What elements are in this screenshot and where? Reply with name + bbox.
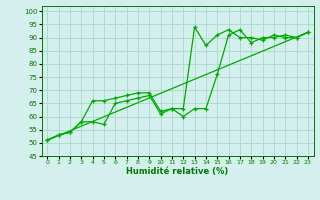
X-axis label: Humidité relative (%): Humidité relative (%)	[126, 167, 229, 176]
